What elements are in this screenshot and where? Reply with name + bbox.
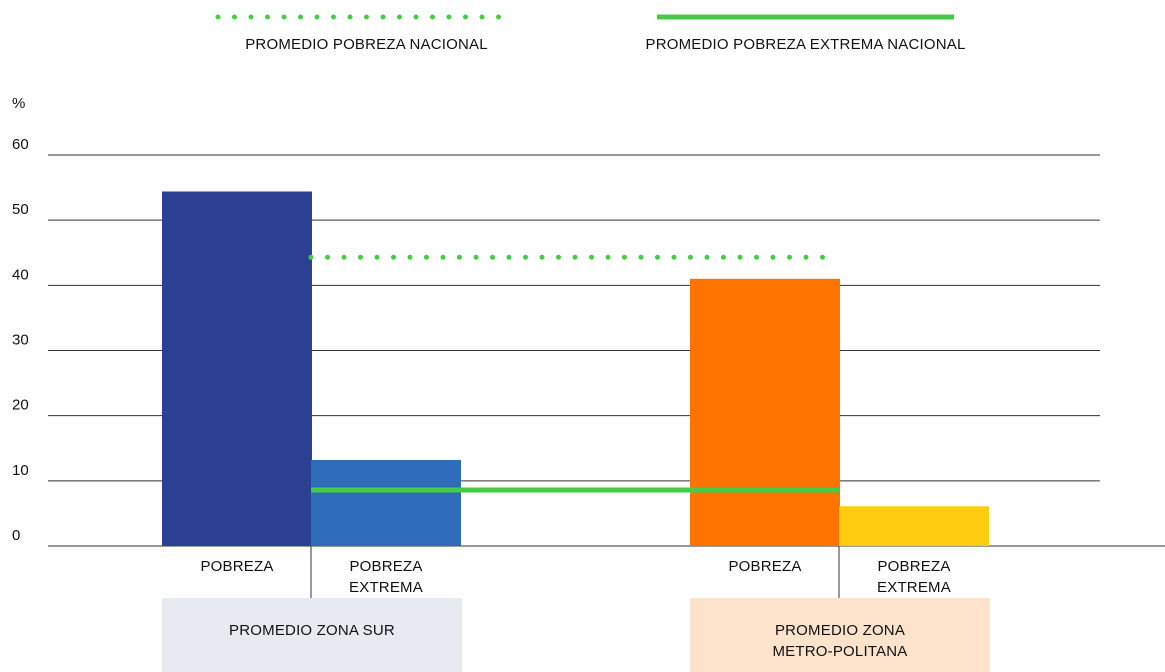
bar [311,459,461,546]
y-axis-label: % [12,95,25,112]
category-label: POBREZA EXTREMA [877,558,951,596]
category-label: POBREZA [728,558,802,575]
group-label: PROMEDIO ZONA METRO-POLITANA [690,598,990,672]
y-tick-label: 0 [12,527,20,544]
y-tick-label: 30 [12,331,29,348]
y-tick-label: 50 [12,201,29,218]
category-label: POBREZA [200,558,274,575]
y-tick-label: 10 [12,462,29,479]
y-tick-label: 40 [12,266,29,283]
y-tick-label: 60 [12,136,29,153]
bar [839,506,989,546]
bar [162,191,312,546]
legend-label: PROMEDIO POBREZA NACIONAL [245,36,488,53]
group-label: PROMEDIO ZONA SUR [162,598,462,672]
category-label: POBREZA EXTREMA [349,558,423,596]
y-tick-label: 20 [12,397,29,414]
legend-label: PROMEDIO POBREZA EXTREMA NACIONAL [645,36,966,53]
bar [690,278,840,546]
